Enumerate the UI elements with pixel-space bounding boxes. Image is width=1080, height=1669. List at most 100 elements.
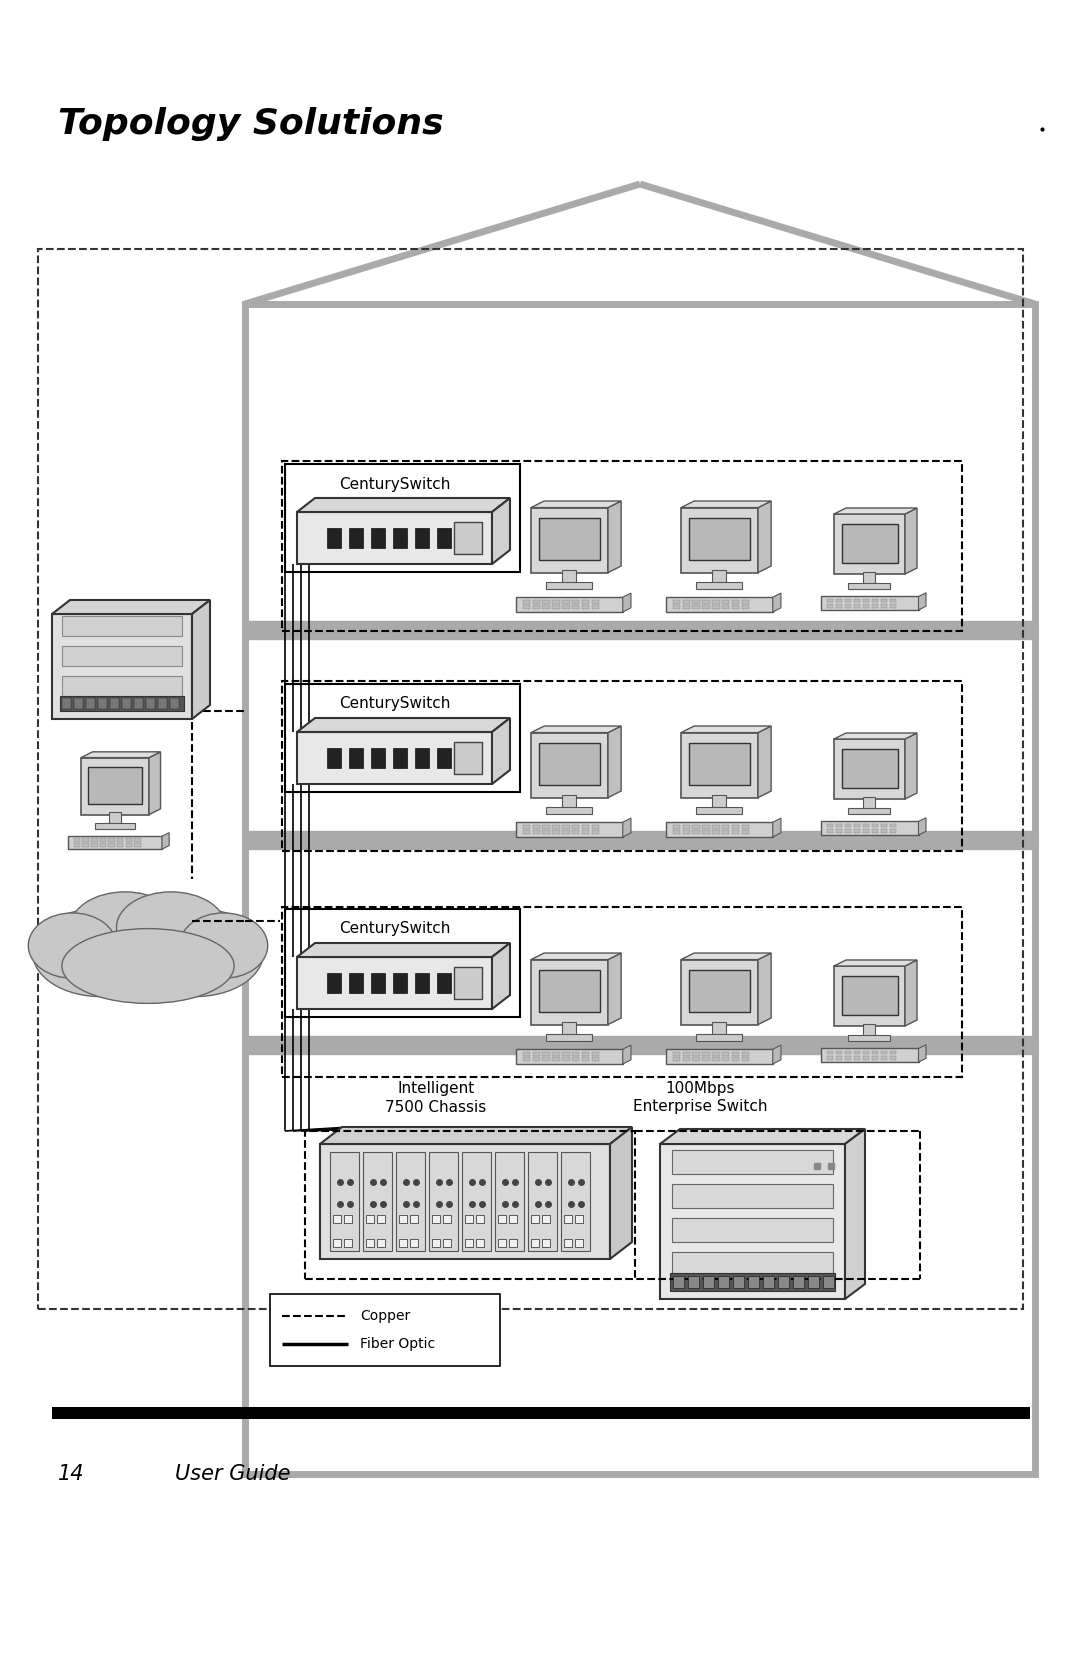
Bar [125, 843, 132, 846]
Bar [532, 824, 540, 829]
Bar [572, 831, 579, 834]
Bar [863, 1023, 875, 1036]
Bar [91, 838, 97, 841]
Text: 7500 Chassis: 7500 Chassis [386, 1100, 487, 1115]
Polygon shape [81, 751, 161, 758]
Bar [372, 527, 384, 547]
Bar [723, 831, 729, 834]
Ellipse shape [127, 908, 264, 996]
Bar [670, 1273, 835, 1292]
Bar [476, 1238, 484, 1247]
Bar [836, 829, 842, 833]
Bar [564, 1215, 572, 1223]
Bar [542, 1215, 550, 1223]
Polygon shape [297, 943, 510, 956]
Bar [742, 831, 750, 834]
Bar [845, 599, 851, 603]
Polygon shape [623, 592, 631, 613]
Polygon shape [162, 833, 170, 850]
Bar [853, 604, 861, 608]
Bar [330, 1152, 359, 1252]
Bar [673, 1051, 680, 1056]
Bar [712, 831, 719, 834]
Bar [688, 1277, 699, 1288]
Bar [432, 1238, 440, 1247]
Bar [98, 698, 107, 709]
Bar [542, 831, 550, 834]
Polygon shape [531, 726, 621, 733]
Bar [712, 1058, 719, 1061]
Polygon shape [905, 733, 917, 799]
Bar [880, 1056, 888, 1060]
Bar [377, 1215, 384, 1223]
Bar [563, 599, 569, 604]
Text: 14: 14 [58, 1464, 84, 1484]
Bar [575, 1215, 583, 1223]
Bar [437, 527, 451, 547]
Bar [349, 973, 363, 993]
Bar [563, 1021, 576, 1036]
Text: Enterprise Switch: Enterprise Switch [633, 1100, 767, 1115]
Bar [282, 461, 962, 631]
Bar [327, 973, 341, 993]
Bar [134, 838, 140, 841]
Bar [841, 976, 897, 1015]
Bar [532, 1058, 540, 1061]
Bar [531, 507, 608, 572]
Bar [880, 604, 888, 608]
Bar [890, 1056, 896, 1060]
Polygon shape [905, 507, 917, 574]
Bar [880, 824, 888, 828]
Bar [372, 973, 384, 993]
Polygon shape [297, 497, 510, 512]
Bar [732, 599, 739, 604]
Bar [333, 1238, 341, 1247]
Bar [836, 1051, 842, 1055]
Bar [437, 748, 451, 768]
Bar [393, 527, 407, 547]
Bar [582, 1058, 590, 1061]
Bar [552, 831, 559, 834]
Bar [660, 1143, 845, 1298]
Bar [702, 824, 710, 829]
Bar [853, 1056, 861, 1060]
Bar [826, 1051, 834, 1055]
Polygon shape [918, 1045, 926, 1061]
Bar [713, 571, 726, 584]
Bar [108, 838, 114, 841]
Bar [99, 838, 106, 841]
Bar [38, 249, 1023, 1308]
Bar [582, 1051, 590, 1056]
Bar [60, 696, 184, 711]
Bar [712, 606, 719, 609]
Bar [692, 831, 700, 834]
Bar [672, 1150, 833, 1173]
Bar [672, 1252, 833, 1277]
Bar [495, 1152, 524, 1252]
Bar [732, 1051, 739, 1056]
Bar [681, 733, 758, 798]
Bar [848, 808, 890, 814]
Bar [349, 748, 363, 768]
Bar [742, 599, 750, 604]
Bar [748, 1277, 759, 1288]
Bar [552, 1058, 559, 1061]
Bar [702, 1058, 710, 1061]
Bar [110, 698, 119, 709]
Bar [410, 1238, 418, 1247]
Polygon shape [773, 818, 781, 836]
Bar [563, 824, 569, 829]
Bar [523, 831, 530, 834]
Text: Copper: Copper [360, 1308, 410, 1324]
Bar [672, 1183, 833, 1208]
Bar [718, 1277, 729, 1288]
Bar [821, 1048, 918, 1061]
Bar [563, 571, 576, 584]
Bar [762, 1277, 774, 1288]
Bar [546, 1035, 592, 1041]
Polygon shape [660, 1128, 865, 1143]
Bar [880, 1051, 888, 1055]
Bar [592, 1058, 599, 1061]
Polygon shape [531, 953, 621, 960]
Bar [872, 1051, 878, 1055]
